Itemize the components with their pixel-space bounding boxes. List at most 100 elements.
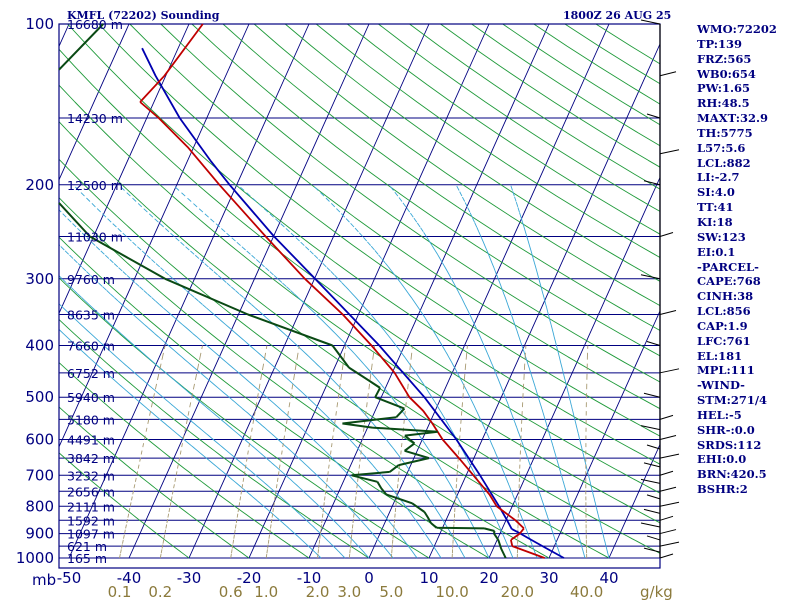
side-panel-item: CAP:1.9: [697, 318, 748, 333]
pressure-label-1000: 1000: [16, 549, 54, 567]
wind-barb: [659, 368, 680, 374]
wind-barb: [659, 486, 677, 492]
height-label: 3842 m: [67, 451, 115, 466]
dry-adiabat-150: [284, 23, 661, 282]
side-panel-item: LCL:856: [697, 304, 751, 319]
pressure-label-100: 100: [25, 15, 54, 33]
mixing-ratio-label-3.0: 3.0: [337, 583, 361, 600]
height-label: 1097 m: [67, 527, 115, 542]
temperature-label--40: -40: [117, 569, 142, 587]
dry-adiabat--30: [58, 452, 190, 559]
temperature-trace: [139, 23, 545, 559]
isotherm--90: [58, 23, 70, 47]
dry-adiabat-190: [409, 23, 661, 190]
isotherm-40: [608, 444, 661, 559]
pressure-label-800: 800: [25, 497, 54, 515]
pressure-label-200: 200: [25, 176, 54, 194]
moist-adiabat-36: [455, 184, 586, 559]
valid-time: 1800Z 26 AUG 25: [563, 9, 672, 22]
side-panel-item: CINH:38: [697, 289, 754, 304]
wind-barb: [643, 508, 661, 514]
dry-adiabat-50: [58, 121, 661, 554]
dry-adiabat-210: [471, 23, 661, 147]
mixing-ratio-tick-labels: 0.1 0.2 0.6 1.0 2.0 3.0 5.0 10.0 20.0 40.0: [108, 583, 604, 600]
dewpoint-line: [58, 23, 507, 559]
temperature-label--30: -30: [177, 569, 202, 587]
mixing-ratio-line-2.0: [317, 345, 347, 559]
moist-adiabat-8: [58, 209, 418, 559]
dry-adiabat-240: [564, 23, 661, 85]
side-panel-item: LI:-2.7: [697, 170, 740, 185]
temperature-label-30: 30: [539, 569, 558, 587]
height-label: 12500 m: [67, 178, 123, 193]
height-label: 1592 m: [67, 513, 115, 528]
side-panel-item: WB0:654: [697, 66, 756, 81]
wind-barb: [659, 414, 674, 420]
moist-adiabat-12: [72, 184, 442, 559]
pressure-label-600: 600: [25, 431, 54, 449]
side-panel-item: PW:1.65: [697, 81, 751, 96]
dry-adiabat-80: [67, 23, 661, 465]
side-panel-item: EHI:0.0: [697, 452, 747, 467]
moist-adiabat-4: [58, 244, 394, 559]
moist-adiabat-32: [388, 184, 562, 559]
mixing-ratio-line-40.0: [585, 345, 589, 559]
dry-adiabat-120: [191, 23, 661, 357]
dry-adiabat-70: [58, 48, 661, 494]
dry-adiabat-0: [58, 319, 370, 559]
dry-adiabats: [58, 23, 661, 559]
temperature-label-20: 20: [479, 569, 498, 587]
wind-barb: [659, 541, 680, 547]
moist-adiabat--4: [58, 303, 346, 559]
moist-adiabat-16: [118, 184, 466, 559]
side-panel-item: KI:18: [697, 214, 733, 229]
wind-barb: [643, 392, 661, 398]
isotherm--30: [188, 23, 430, 559]
wind-barb: [659, 553, 674, 559]
isotherm--20: [248, 23, 490, 559]
temperature-label--50: -50: [57, 569, 82, 587]
parcel-trace: [141, 47, 565, 559]
wind-barb: [659, 501, 680, 507]
mixing-ratio-label-10.0: 10.0: [435, 583, 468, 600]
moist-adiabat-24: [237, 184, 514, 559]
moist-adiabats: [58, 184, 610, 559]
wind-barb: [659, 435, 677, 441]
wind-barb: [643, 462, 661, 468]
dry-adiabat-140: [253, 23, 661, 306]
pressure-tick-labels: 100 200 300 400 500 600 700 800 900 1000: [16, 15, 54, 567]
wind-barb: [646, 341, 661, 346]
mixing-ratio-line-1.0: [265, 345, 300, 559]
temperature-tick-labels: -50 -40 -30 -20 -10 0 10 20 30 40: [57, 569, 619, 587]
isotherm-30: [548, 310, 661, 559]
mixing-ratio-line-0.6: [230, 345, 268, 559]
temperature-label-10: 10: [419, 569, 438, 587]
mixing-ratio-line-0.1: [119, 345, 166, 559]
wind-barb: [643, 547, 661, 553]
side-panel-item: EI:0.1: [697, 244, 736, 259]
pressure-label-400: 400: [25, 337, 54, 355]
moist-adiabat-28: [312, 184, 538, 559]
dry-adiabat-90: [98, 23, 661, 437]
parcel-line: [141, 47, 565, 559]
wind-barb: [640, 274, 661, 280]
side-panel-item: SRDS:112: [697, 437, 762, 452]
side-panel-item: TP:139: [697, 36, 743, 51]
mixing-ratio-label-0.1: 0.1: [108, 583, 132, 600]
temperature-line: [139, 23, 545, 559]
isotherm--60: [58, 23, 250, 447]
dry-adiabat-110: [160, 23, 661, 383]
wind-barb: [659, 71, 677, 77]
side-panel-item: WMO:72202: [697, 22, 777, 36]
side-panel-item: SW:123: [697, 229, 746, 244]
mixing-ratio-label-1.0: 1.0: [254, 583, 278, 600]
pressure-label-900: 900: [25, 525, 54, 543]
wind-barb: [659, 149, 680, 155]
height-label: 8635 m: [67, 308, 115, 323]
wind-barb: [646, 535, 661, 541]
height-label: 165 m: [67, 551, 107, 566]
height-label: 4491 m: [67, 433, 115, 448]
height-label: 2111 m: [67, 499, 115, 514]
height-label: 9760 m: [67, 272, 115, 287]
dry-adiabat-160: [315, 23, 661, 258]
